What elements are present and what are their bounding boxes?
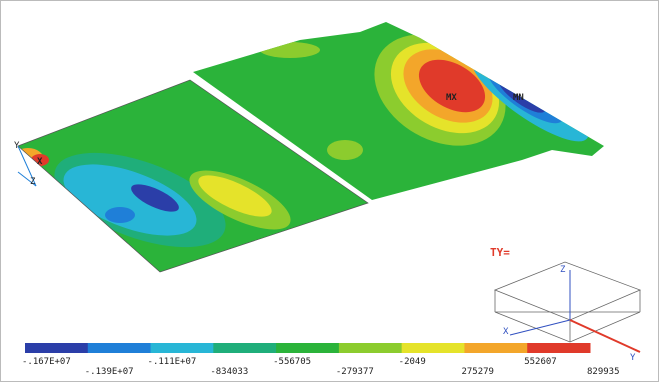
legend-label: -.139E+07	[85, 367, 134, 377]
color-segment	[88, 343, 151, 353]
color-segment	[339, 343, 402, 353]
triad-y: Y	[630, 353, 636, 363]
color-segment	[213, 343, 276, 353]
component-label: TY=	[490, 246, 510, 259]
page: {"plot": {"component": "TY=", "max_label…	[0, 0, 659, 382]
color-segment	[25, 343, 88, 353]
min-label: MN	[513, 93, 524, 103]
color-segment	[464, 343, 527, 353]
legend-label: -.111E+07	[148, 357, 197, 367]
legend-label: 552607	[524, 357, 557, 367]
triad-x: X	[503, 327, 509, 337]
legend-label: 275279	[461, 367, 494, 377]
left-triad-y: Y	[14, 141, 20, 151]
left-triad-z: Z	[30, 177, 36, 187]
legend-label: -556705	[273, 357, 311, 367]
color-segment	[527, 343, 590, 353]
color-segment	[402, 343, 465, 353]
triad-z: Z	[560, 265, 566, 275]
color-segment	[276, 343, 339, 353]
legend-label: -279377	[336, 367, 374, 377]
fea-plot: Y Z X MX MN TY= Z X Y -.167E+07 -.139E+07…	[0, 0, 659, 382]
legend-label: 829935	[587, 367, 620, 377]
legend-label: -2049	[399, 357, 426, 367]
legend-label: -.167E+07	[22, 357, 71, 367]
color-segment	[151, 343, 214, 353]
legend-label: -834033	[210, 367, 248, 377]
node-marker: X	[37, 157, 43, 167]
max-label: MX	[446, 93, 457, 103]
